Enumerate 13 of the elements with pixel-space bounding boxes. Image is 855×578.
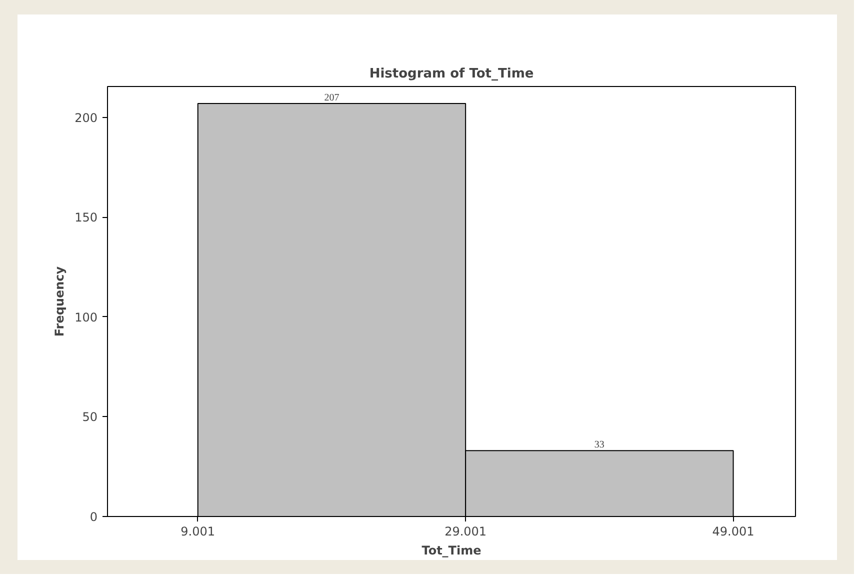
- data-label: 33: [594, 440, 604, 451]
- y-axis-title: Frequency: [52, 266, 67, 337]
- y-tick-label: 50: [82, 410, 98, 424]
- y-tick-label: 0: [90, 510, 98, 524]
- x-tick-label: 49.001: [712, 524, 754, 538]
- x-tick-label: 29.001: [444, 524, 487, 538]
- x-axis-title: Tot_Time: [422, 544, 482, 558]
- x-tick-label: 9.001: [180, 524, 216, 538]
- data-label: 207: [324, 92, 340, 104]
- chart-title: Histogram of Tot_Time: [369, 66, 534, 82]
- y-tick-label: 100: [74, 310, 98, 324]
- y-tick-label: 150: [74, 210, 98, 225]
- y-tick-label: 200: [74, 110, 98, 125]
